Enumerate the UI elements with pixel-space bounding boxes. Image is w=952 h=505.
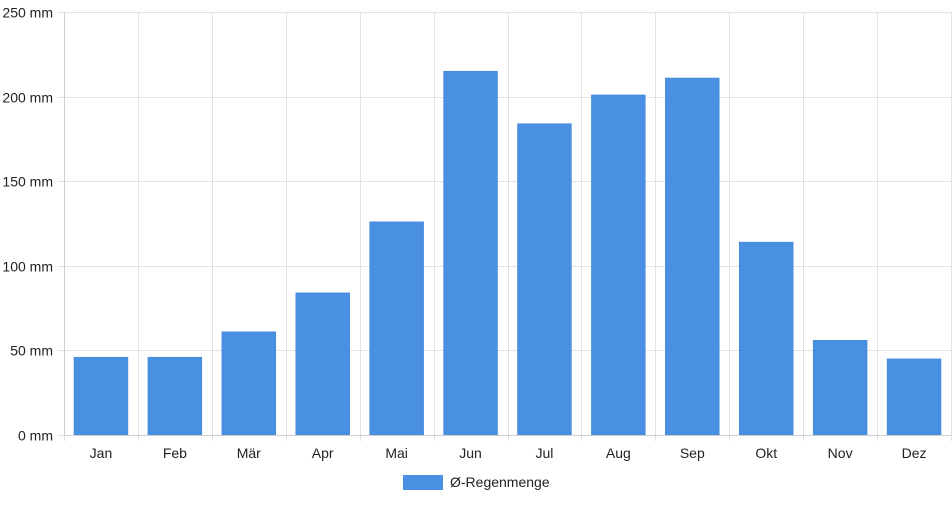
x-tick-label: Jan <box>90 445 113 461</box>
x-tick-label: Jun <box>459 445 482 461</box>
x-tick-label: Aug <box>606 445 631 461</box>
legend-label[interactable]: Ø-Regenmenge <box>450 474 550 490</box>
y-tick-label: 0 mm <box>18 428 53 444</box>
x-tick-label: Sep <box>680 445 705 461</box>
bar-aug[interactable] <box>591 94 646 436</box>
bar-mai[interactable] <box>369 221 424 436</box>
axes <box>64 12 951 436</box>
x-tick-label: Okt <box>755 445 777 461</box>
bar-apr[interactable] <box>295 292 350 436</box>
x-axis-labels: Jan Feb Mär Apr Mai Jun Jul Aug Sep Okt Nov Dez <box>90 445 927 461</box>
y-axis-labels: 0 mm 50 mm 100 mm 150 mm 200 mm 250 mm <box>2 5 53 444</box>
bars <box>73 70 942 436</box>
legend-swatch[interactable] <box>403 475 443 490</box>
x-tick-label: Jul <box>536 445 554 461</box>
bar-dez[interactable] <box>886 358 942 436</box>
x-tick-label: Nov <box>828 445 853 461</box>
legend[interactable]: Ø-Regenmenge <box>403 474 550 490</box>
y-tick-label: 200 mm <box>2 90 53 106</box>
x-tick-label: Mai <box>385 445 408 461</box>
y-tick-label: 250 mm <box>2 5 53 21</box>
bar-okt[interactable] <box>739 241 794 436</box>
y-tick-label: 100 mm <box>2 259 53 275</box>
x-tick-label: Dez <box>902 445 927 461</box>
bar-mär[interactable] <box>221 331 276 436</box>
bar-jan[interactable] <box>73 356 129 436</box>
bar-feb[interactable] <box>147 356 203 436</box>
bar-sep[interactable] <box>665 77 720 436</box>
x-tick-label: Apr <box>312 445 334 461</box>
x-tick-label: Mär <box>237 445 261 461</box>
bar-nov[interactable] <box>812 340 868 436</box>
y-tick-label: 150 mm <box>2 174 53 190</box>
y-tick-label: 50 mm <box>10 343 53 359</box>
bar-jun[interactable] <box>443 70 498 436</box>
x-tick-label: Feb <box>163 445 187 461</box>
bar-jul[interactable] <box>517 123 572 436</box>
